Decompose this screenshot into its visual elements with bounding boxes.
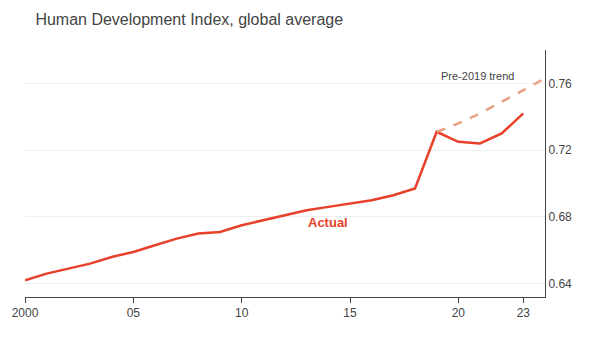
svg-text:20: 20 [452, 306, 466, 320]
svg-text:Pre-2019 trend: Pre-2019 trend [441, 70, 514, 82]
svg-text:15: 15 [343, 306, 357, 320]
svg-text:2000: 2000 [12, 306, 39, 320]
svg-text:10: 10 [235, 306, 249, 320]
svg-text:Human Development Index, globa: Human Development Index, global average [35, 11, 343, 28]
svg-text:0.72: 0.72 [548, 143, 572, 157]
svg-text:05: 05 [127, 306, 141, 320]
svg-text:0.64: 0.64 [548, 277, 572, 291]
svg-text:0.76: 0.76 [548, 77, 572, 91]
svg-text:23: 23 [517, 306, 531, 320]
svg-text:Actual: Actual [308, 215, 348, 230]
svg-text:0.68: 0.68 [548, 210, 572, 224]
